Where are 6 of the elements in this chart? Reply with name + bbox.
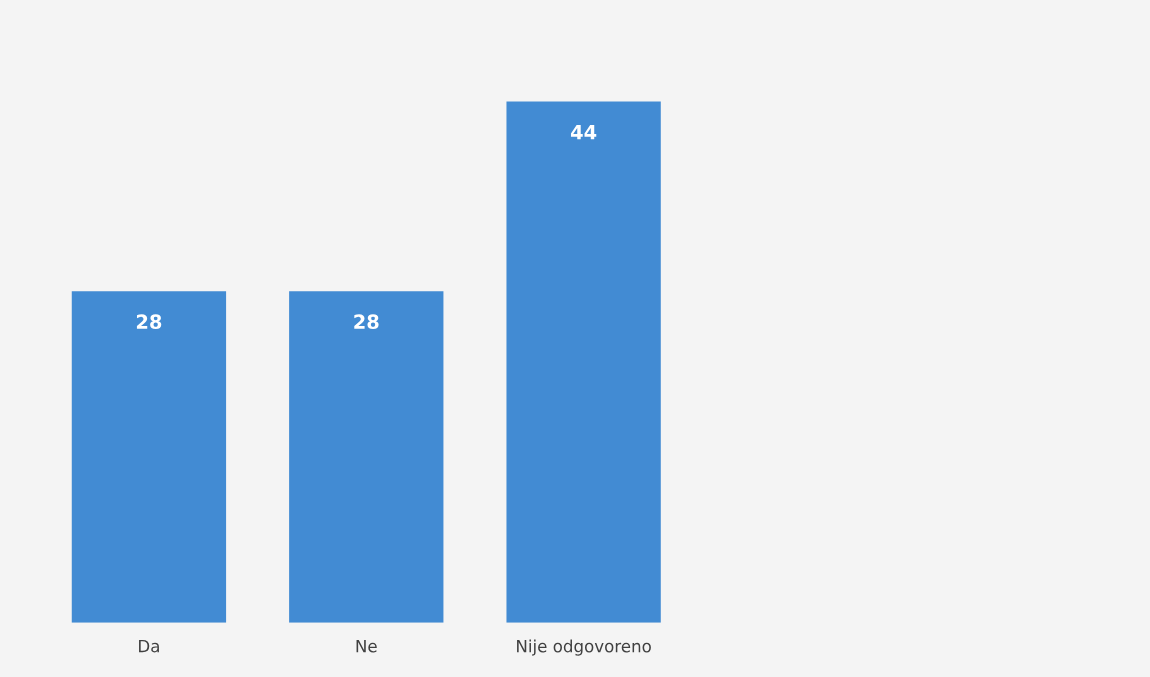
x-tick-label: Nije odgovoreno xyxy=(517,639,651,656)
x-tick-label: Da xyxy=(139,640,159,653)
x-tick-label: Ne xyxy=(356,640,377,653)
data-label: 28 xyxy=(136,314,162,330)
data-label: 28 xyxy=(354,314,379,330)
data-label: 44 xyxy=(570,125,597,140)
